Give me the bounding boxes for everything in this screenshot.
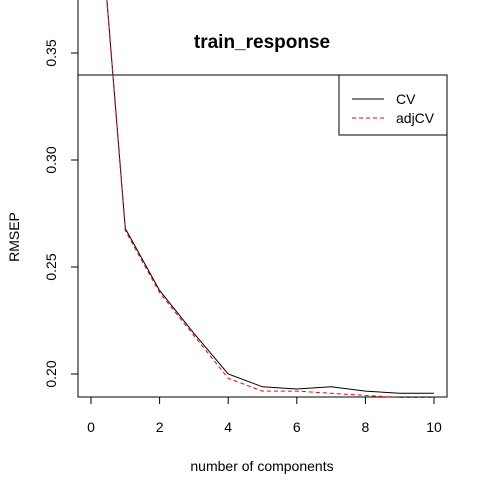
x-tick-label: 4 (224, 419, 232, 435)
y-tick-label: 0.20 (43, 360, 59, 387)
series-line-cv (91, 0, 434, 393)
y-tick-label: 0.30 (43, 146, 59, 173)
x-axis: 0 2 4 6 8 10 (87, 397, 442, 435)
series-line-adjcv (91, 0, 434, 398)
x-tick-label: 6 (293, 419, 301, 435)
legend: CV adjCV (339, 75, 447, 135)
y-tick-label: 0.35 (43, 39, 59, 66)
chart-title: train_response (194, 32, 330, 53)
x-tick-label: 0 (87, 419, 95, 435)
x-tick-label: 10 (426, 419, 442, 435)
legend-box (339, 75, 447, 135)
y-tick-label: 0.25 (43, 253, 59, 280)
y-axis-label: RMSEP (6, 212, 22, 262)
x-axis-label: number of components (190, 458, 333, 474)
legend-label: adjCV (396, 110, 435, 126)
y-axis: 0.200.250.300.350.400.45 (43, 0, 78, 388)
x-tick-label: 8 (362, 419, 370, 435)
legend-label: CV (396, 91, 416, 107)
series-layer (91, 0, 434, 398)
x-tick-label: 2 (156, 419, 164, 435)
